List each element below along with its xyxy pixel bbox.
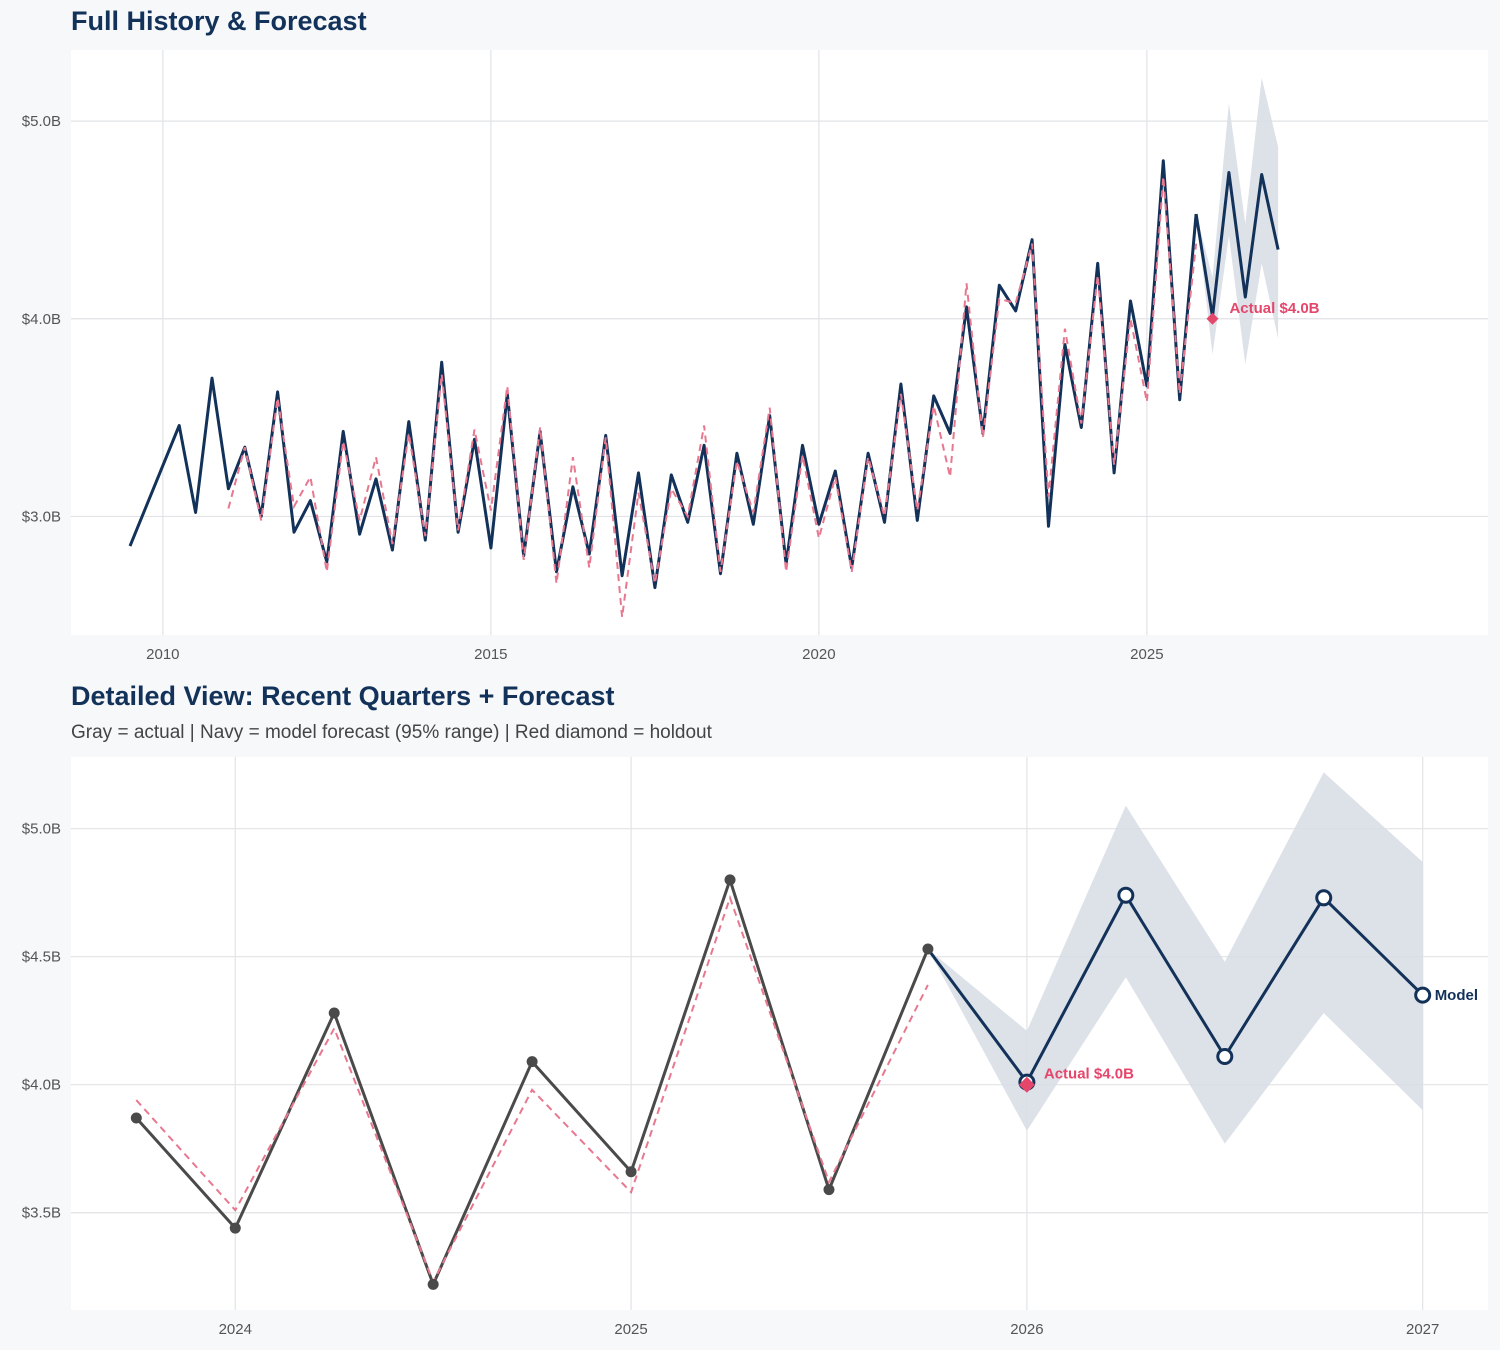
x-tick-label: 2020: [802, 646, 835, 663]
y-tick-label: $4.0B: [22, 1077, 61, 1094]
y-tick-label: $3.0B: [22, 508, 61, 525]
holdout-label: Actual $4.0B: [1044, 1066, 1134, 1083]
chart-title-full-history: Full History & Forecast: [71, 6, 367, 36]
holdout-label: Actual $4.0B: [1229, 300, 1319, 317]
model-fit-series-line: [135, 894, 929, 1285]
full-history-chart: 2010 2015 2020 2025 $3.0B $4.0B $5.0B Actual $4…: [22, 50, 1488, 663]
actual-point: [229, 1222, 241, 1234]
y-tick-label: $3.5B: [22, 1205, 61, 1222]
x-tick-label: 2015: [474, 646, 507, 663]
y-tick-label: $5.0B: [22, 113, 61, 130]
actual-point: [427, 1278, 439, 1290]
forecast-point: [1414, 986, 1432, 1004]
forecast-point: [1117, 886, 1135, 904]
forecast-band: [927, 772, 1423, 1144]
actual-point: [922, 943, 934, 955]
chart-subtitle-legend: Gray = actual | Navy = model forecast (9…: [71, 722, 712, 743]
chart-title-detailed-view: Detailed View: Recent Quarters + Forecas…: [71, 681, 615, 711]
x-tick-label: 2026: [1010, 1321, 1043, 1338]
x-tick-label: 2027: [1406, 1321, 1439, 1338]
forecast-series-line: [926, 893, 1424, 1084]
forecast-series-line: [1194, 171, 1280, 319]
y-tick-label: $5.0B: [22, 821, 61, 838]
actual-point: [625, 1166, 637, 1178]
actual-point: [130, 1112, 142, 1124]
x-tick-label: 2024: [219, 1321, 252, 1338]
forecast-point: [1216, 1048, 1234, 1066]
actual-point: [328, 1007, 340, 1019]
model-fit-series-line: [227, 176, 1198, 618]
forecast-point: [1315, 889, 1333, 907]
y-tick-label: $4.0B: [22, 311, 61, 328]
actual-point: [823, 1184, 835, 1196]
actual-point: [526, 1056, 538, 1068]
holdout-diamond: [1206, 312, 1219, 325]
x-tick-label: 2010: [146, 646, 179, 663]
actual-point: [724, 874, 736, 886]
holdout-diamond: [1018, 1076, 1035, 1093]
plot-panel: [71, 50, 1488, 635]
x-tick-label: 2025: [1130, 646, 1163, 663]
y-tick-label: $4.5B: [22, 949, 61, 966]
x-tick-label: 2025: [614, 1321, 647, 1338]
model-end-label: Model: [1435, 987, 1478, 1004]
